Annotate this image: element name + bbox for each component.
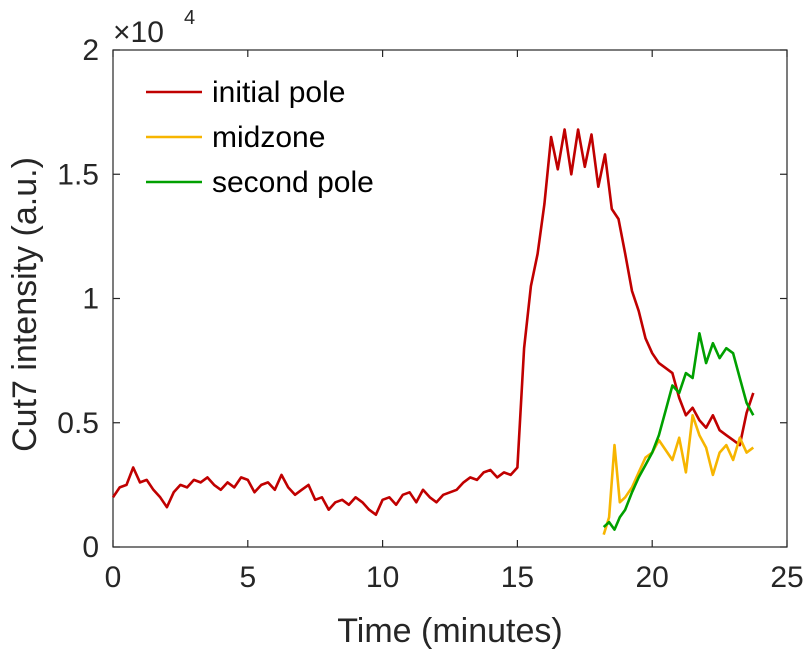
y-multiplier-exponent: 4 xyxy=(184,7,195,29)
series-line-midzone xyxy=(602,413,755,535)
series-line-initial-pole xyxy=(111,128,755,517)
legend: initial pole midzone second pole xyxy=(146,76,374,199)
legend-label: midzone xyxy=(212,121,325,154)
x-axis-label: Time (minutes) xyxy=(337,612,562,650)
series-layer xyxy=(111,128,755,535)
x-tick-label: 20 xyxy=(636,561,669,594)
legend-label: second pole xyxy=(212,166,374,199)
x-tick-label: 5 xyxy=(239,561,256,594)
y-tick-label: 1 xyxy=(82,283,99,316)
x-tick-label: 10 xyxy=(366,561,399,594)
y-multiplier-base: ×10 xyxy=(113,16,164,49)
x-tick-label: 15 xyxy=(501,561,534,594)
series-line-second-pole xyxy=(602,331,755,531)
y-tick-label: 1.5 xyxy=(57,158,99,191)
legend-label: initial pole xyxy=(212,76,345,109)
plot-area: 0 5 10 15 20 25 0 0.5 1 1.5 2 xyxy=(57,34,803,594)
y-tick-label: 0.5 xyxy=(57,407,99,440)
y-tick-label: 0 xyxy=(82,531,99,564)
x-tick-label: 25 xyxy=(770,561,803,594)
x-axis-ticks: 0 5 10 15 20 25 xyxy=(105,50,804,594)
y-tick-label: 2 xyxy=(82,34,99,67)
y-axis-multiplier: ×10 4 xyxy=(113,7,195,49)
y-axis-ticks: 0 0.5 1 1.5 2 xyxy=(57,34,787,564)
x-tick-label: 0 xyxy=(105,561,122,594)
y-axis-label: Cut7 intensity (a.u.) xyxy=(6,157,44,452)
axes-box xyxy=(112,49,788,548)
